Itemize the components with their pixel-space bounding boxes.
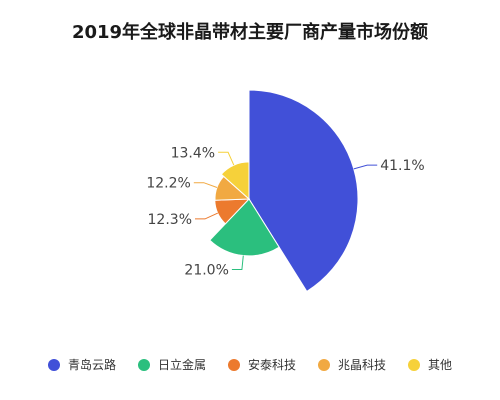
legend-item[interactable]: 安泰科技 bbox=[227, 356, 296, 373]
legend-swatch bbox=[408, 358, 421, 371]
legend-swatch bbox=[137, 358, 150, 371]
leader-line bbox=[193, 182, 218, 188]
legend-label: 其他 bbox=[428, 358, 453, 372]
legend-item[interactable]: 青岛云路 bbox=[47, 356, 116, 373]
leader-line bbox=[218, 151, 235, 166]
slice-value-label: 21.0% bbox=[184, 263, 228, 279]
legend-swatch bbox=[318, 358, 330, 371]
rose-slice[interactable] bbox=[209, 198, 280, 257]
legend-label: 青岛云路 bbox=[67, 358, 116, 372]
legend-item[interactable]: 兆晶科技 bbox=[318, 356, 386, 373]
legend-item[interactable]: 日立金属 bbox=[137, 356, 206, 373]
leader-line bbox=[231, 255, 244, 270]
legend-label: 安泰科技 bbox=[247, 358, 296, 372]
chart-title: 2019年全球非晶带材主要厂商产量市场份额 bbox=[71, 22, 429, 43]
legend-swatch bbox=[47, 358, 60, 371]
slice-value-label: 13.4% bbox=[171, 145, 215, 161]
slice-value-label: 12.3% bbox=[148, 212, 192, 228]
legend-label: 日立金属 bbox=[157, 358, 206, 372]
leader-line bbox=[353, 164, 378, 170]
legend: 青岛云路 日立金属 安泰科技 兆晶科技 其他 bbox=[0, 356, 500, 373]
legend-swatch bbox=[227, 358, 240, 371]
legend-item[interactable]: 其他 bbox=[408, 356, 452, 373]
leader-line bbox=[195, 212, 219, 220]
rose-slice[interactable] bbox=[220, 161, 250, 201]
slice-value-label: 12.2% bbox=[146, 176, 190, 192]
slice-value-label: 41.1% bbox=[380, 158, 424, 174]
legend-label: 兆晶科技 bbox=[338, 358, 387, 372]
rose-slice[interactable] bbox=[248, 89, 359, 293]
